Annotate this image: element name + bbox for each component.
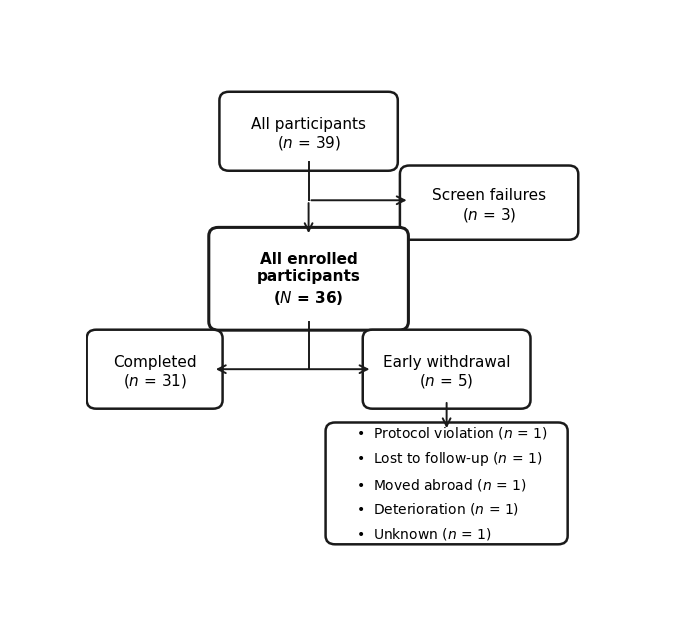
Text: ($n$ = 3): ($n$ = 3) bbox=[462, 206, 516, 224]
Text: •  Protocol violation ($n$ = 1)
•  Lost to follow-up ($n$ = 1)
•  Moved abroad (: • Protocol violation ($n$ = 1) • Lost to… bbox=[356, 425, 548, 542]
FancyBboxPatch shape bbox=[219, 91, 398, 171]
FancyBboxPatch shape bbox=[363, 329, 530, 408]
Text: ($n$ = 39): ($n$ = 39) bbox=[277, 134, 340, 152]
FancyBboxPatch shape bbox=[325, 423, 568, 544]
FancyBboxPatch shape bbox=[87, 329, 223, 408]
Text: Completed: Completed bbox=[113, 355, 197, 370]
Text: All participants: All participants bbox=[251, 117, 366, 132]
Text: Screen failures: Screen failures bbox=[432, 188, 546, 203]
Text: ($n$ = 5): ($n$ = 5) bbox=[419, 372, 474, 390]
Text: Early withdrawal: Early withdrawal bbox=[383, 355, 510, 370]
Text: participants: participants bbox=[257, 269, 360, 284]
Text: ($n$ = 31): ($n$ = 31) bbox=[123, 372, 187, 390]
Text: All enrolled: All enrolled bbox=[260, 252, 358, 267]
FancyBboxPatch shape bbox=[400, 166, 578, 240]
Text: ($N$ = 36): ($N$ = 36) bbox=[273, 289, 344, 307]
FancyBboxPatch shape bbox=[209, 227, 408, 330]
